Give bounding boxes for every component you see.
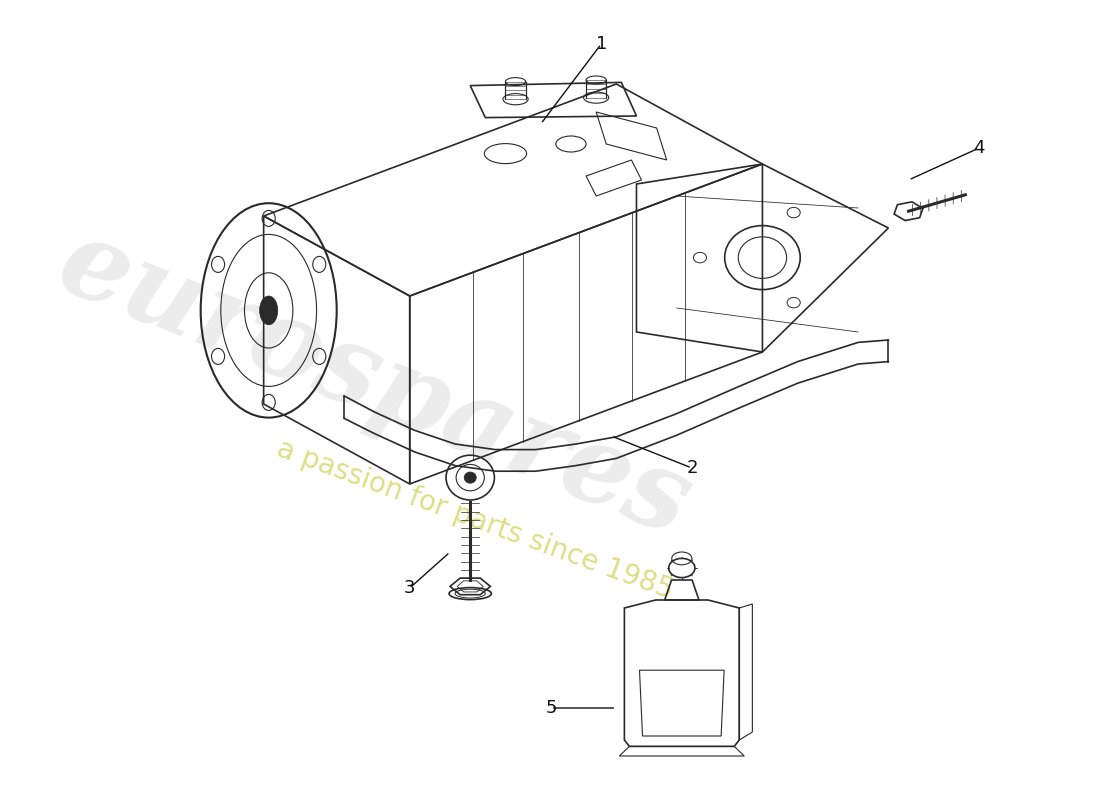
Text: 2: 2 (686, 459, 697, 477)
Text: 4: 4 (974, 139, 984, 157)
Ellipse shape (260, 296, 277, 325)
Text: 5: 5 (546, 699, 557, 717)
Ellipse shape (464, 472, 476, 483)
Text: a passion for parts since 1985: a passion for parts since 1985 (273, 435, 678, 605)
Text: 3: 3 (404, 579, 416, 597)
Text: eurospares: eurospares (43, 209, 705, 559)
Text: 1: 1 (595, 35, 607, 53)
